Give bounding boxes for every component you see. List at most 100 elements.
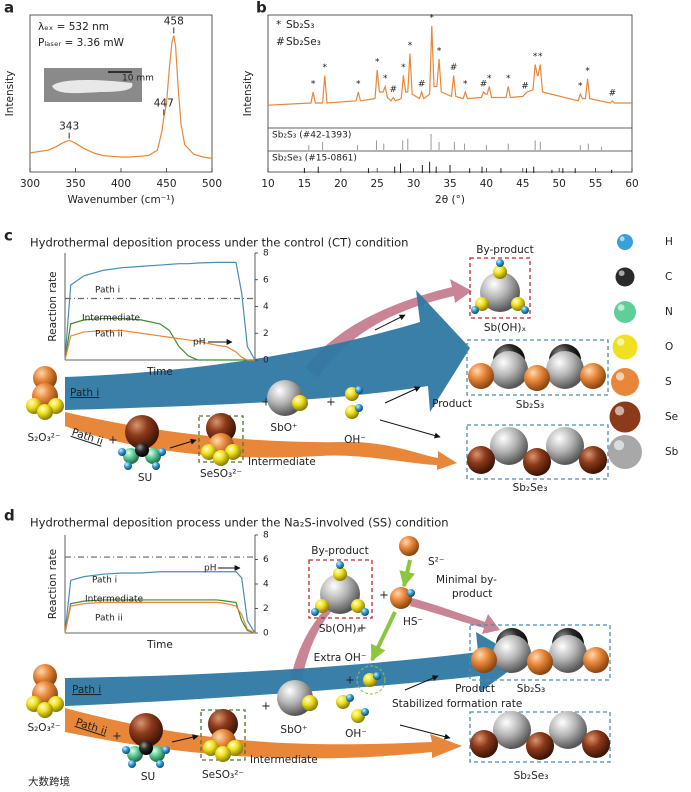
series-label: pH: [204, 564, 216, 574]
legend-label: Sb₂S₃: [286, 19, 314, 31]
peak-marker: *: [383, 74, 388, 84]
panel-label: b: [256, 0, 267, 17]
peak-marker: *: [463, 80, 468, 90]
series-line: [64, 329, 255, 361]
sb2s3-structure: [471, 628, 609, 675]
y-axis-label: Intensity: [4, 71, 16, 117]
species-label: Sb₂S₃: [517, 683, 545, 695]
sboh-molecule: [471, 259, 529, 314]
peak-marker: *: [578, 82, 583, 92]
intermediate-label: Intermediate: [250, 754, 318, 766]
x-tick-label: 50: [553, 178, 566, 190]
peak-marker: #: [418, 80, 426, 90]
path-ii-arrow: [65, 708, 462, 759]
sb2se3-structure: [470, 711, 610, 760]
path-label: Path i: [72, 684, 101, 696]
peak-marker: *: [356, 80, 361, 90]
atom-label: Se: [665, 411, 678, 423]
peak-marker: *: [538, 52, 543, 62]
atom-highlight: [619, 236, 625, 242]
atom-label: O: [665, 341, 673, 353]
product-box: [469, 711, 611, 763]
species-label: OH⁻: [344, 434, 366, 446]
path-i-arrow: [65, 290, 470, 412]
byproduct-arrow: [410, 598, 500, 634]
series-line: [64, 571, 256, 634]
product-box: [466, 339, 609, 396]
x-tick-label: 350: [65, 178, 85, 190]
species-label: S²⁻: [428, 556, 444, 568]
y-tick-label: 0: [263, 356, 269, 366]
atom-highlight: [615, 372, 625, 381]
y-tick-label: 6: [263, 555, 269, 565]
extra-oh-label: Extra OH⁻: [314, 652, 367, 664]
species-label: OH⁻: [345, 728, 367, 740]
x-tick-label: 45: [516, 178, 529, 190]
x-tick-label: 300: [20, 178, 40, 190]
series-line: [64, 317, 255, 361]
atom-highlight: [618, 270, 625, 277]
legend-label: Sb₂Se₃: [286, 36, 321, 48]
species-label: S₂O₃²⁻: [27, 722, 60, 734]
atom-swatch: [611, 368, 639, 396]
y-tick-label: 6: [263, 275, 269, 285]
atom-swatch: [612, 334, 638, 360]
species-label: Sb(OH)ₓ: [484, 322, 527, 334]
y-axis-label: Reaction rate: [47, 271, 59, 341]
series-label: Path ii: [95, 330, 123, 340]
y-tick-label: 2: [263, 604, 269, 614]
reaction-arrow: [384, 386, 421, 404]
atom-swatch: [608, 435, 642, 469]
atom-highlight: [617, 304, 625, 311]
series-label: Path i: [92, 576, 117, 586]
sulfide-ion: [399, 536, 419, 556]
species-label: SU: [141, 771, 155, 783]
peak-marker: #: [480, 80, 488, 90]
peak-marker: *: [533, 52, 538, 62]
thiosulfate-molecule: [26, 664, 64, 718]
series-label: Path ii: [95, 614, 123, 624]
x-axis-label: Wavenumber (cm⁻¹): [67, 194, 174, 206]
x-tick-label: 55: [589, 178, 602, 190]
peak-marker: *: [437, 47, 442, 57]
series-line: [29, 35, 213, 159]
peak-marker: *: [585, 66, 590, 76]
panel-title: Hydrothermal deposition process under th…: [30, 516, 449, 530]
series-line: [64, 599, 256, 634]
series-line: [64, 261, 256, 361]
path-ii-arrow: [65, 412, 457, 470]
series-label: pH: [193, 338, 205, 348]
green-arrow: [399, 559, 416, 588]
atom-label: Sb: [665, 446, 679, 458]
peak-marker: *: [323, 63, 328, 73]
atom-label: H: [665, 236, 673, 248]
by-product-box: [308, 559, 373, 619]
peak-marker: *: [401, 63, 406, 73]
series-line: [267, 25, 632, 106]
x-axis-label: 2θ (°): [435, 194, 465, 206]
peak-label: 447: [154, 97, 174, 109]
reaction-arrow: [404, 675, 439, 691]
species-label: SeSO₃²⁻: [202, 769, 244, 781]
y-tick-label: 4: [263, 302, 269, 312]
y-tick-label: 2: [263, 329, 269, 339]
atom-swatch: [614, 301, 636, 323]
product-box: [469, 624, 611, 681]
atom-label: N: [665, 306, 673, 318]
by-product-box: [469, 257, 531, 319]
y-tick-label: 4: [263, 580, 269, 590]
stabilized-label: Stabilized formation rate: [392, 698, 522, 710]
green-arrow: [370, 611, 397, 662]
peak-marker: *: [375, 58, 380, 68]
atom-swatch: [617, 234, 633, 250]
species-label: Sb₂Se₃: [513, 482, 548, 494]
plus-sign: +: [345, 673, 355, 687]
peak-label: 343: [59, 121, 79, 133]
peak-marker: #: [389, 85, 397, 95]
peak-marker: *: [311, 80, 316, 90]
product-label: Product: [455, 683, 495, 695]
reference-label: Sb₂Se₃ (#15-0861): [272, 154, 357, 164]
reaction-arrow: [169, 438, 197, 449]
legend-symbol: *: [276, 19, 281, 31]
